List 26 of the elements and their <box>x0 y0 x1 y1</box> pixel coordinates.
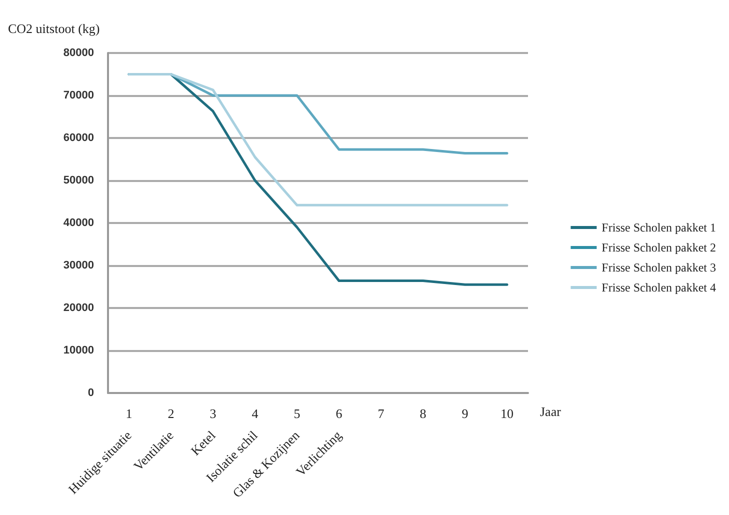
x-tick-label: 5 <box>294 406 300 421</box>
x-tick-label: 9 <box>462 406 468 421</box>
legend-label: Frisse Scholen pakket 3 <box>602 260 716 274</box>
y-tick-label: 80000 <box>63 47 94 59</box>
x-tick-label: 1 <box>126 406 132 421</box>
y-tick-label: 40000 <box>63 217 94 229</box>
line-series <box>128 73 508 206</box>
x-tick-label: 7 <box>378 406 385 421</box>
legend-label: Frisse Scholen pakket 2 <box>602 240 716 254</box>
x-tick-label: 3 <box>210 406 216 421</box>
legend-label: Frisse Scholen pakket 4 <box>602 280 716 294</box>
legend-label: Frisse Scholen pakket 1 <box>602 220 716 234</box>
y-tick-label: 60000 <box>63 132 94 144</box>
x-tick-label: 6 <box>336 406 343 421</box>
y-tick-label: 0 <box>88 387 94 399</box>
y-tick-label: 50000 <box>63 174 94 186</box>
x-tick-label: 10 <box>500 406 514 421</box>
x-tick-label: 4 <box>252 406 259 421</box>
y-axis-title: CO2 uitstoot (kg) <box>8 21 100 36</box>
y-tick-label: 20000 <box>63 302 94 314</box>
x-tick-label: 8 <box>420 406 426 421</box>
x-axis-title: Jaar <box>540 404 562 419</box>
y-tick-label: 70000 <box>63 90 94 102</box>
x-tick-label: 2 <box>168 406 174 421</box>
y-tick-label: 30000 <box>63 260 94 272</box>
y-tick-label: 10000 <box>63 344 94 356</box>
